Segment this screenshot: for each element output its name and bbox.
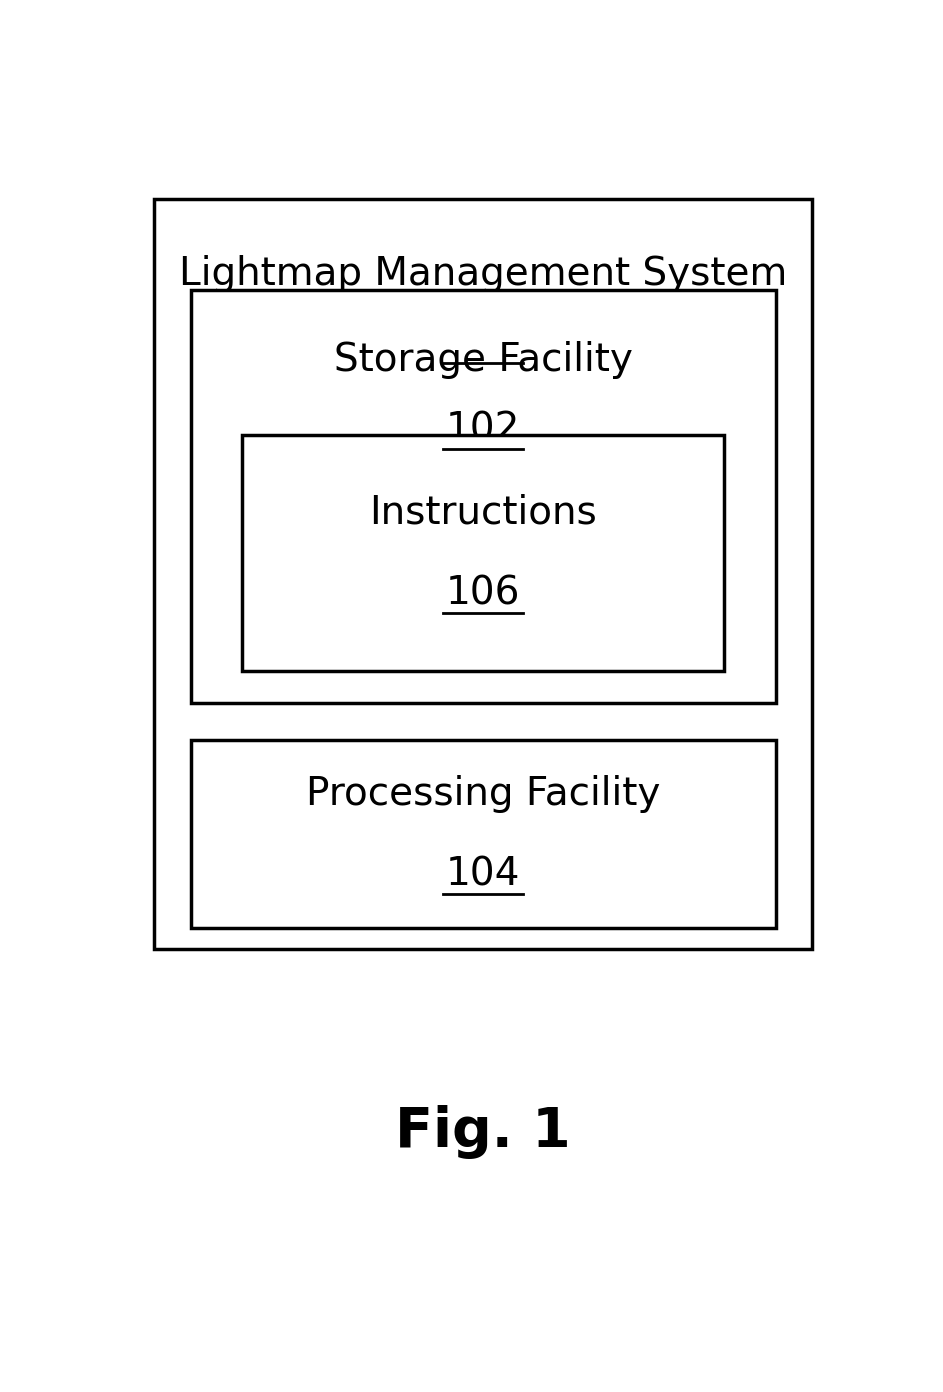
Bar [155, 199, 812, 949]
Text: 102: 102 [446, 411, 521, 448]
Text: Instructions: Instructions [370, 493, 597, 532]
Bar [242, 434, 724, 671]
Text: 104: 104 [446, 856, 521, 894]
Bar [191, 741, 776, 928]
Text: Lightmap Management System: Lightmap Management System [179, 255, 787, 294]
Text: 106: 106 [446, 575, 521, 612]
Text: Fig. 1: Fig. 1 [395, 1105, 571, 1158]
Text: Storage Facility: Storage Facility [334, 341, 633, 379]
Text: 100: 100 [446, 324, 521, 363]
Bar [191, 291, 776, 703]
Text: Processing Facility: Processing Facility [306, 774, 660, 813]
